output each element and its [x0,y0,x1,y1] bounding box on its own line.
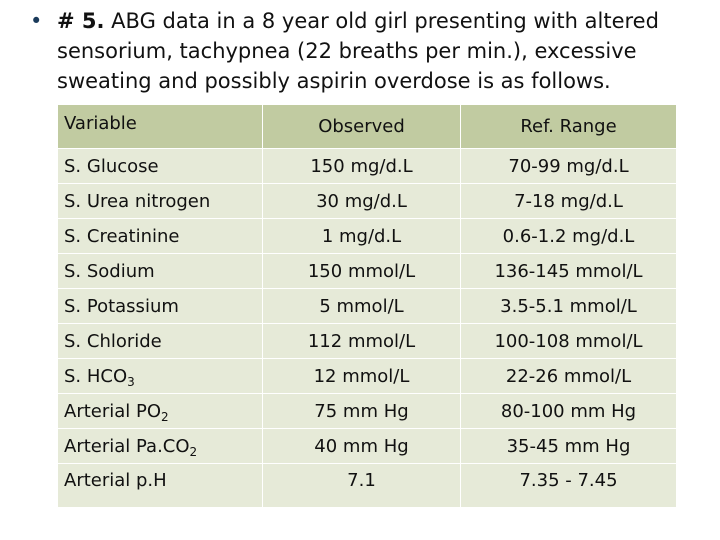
variable-subscript: 2 [189,444,198,459]
variable-name: Arterial PO [64,400,162,422]
variable-subscript: 3 [127,374,135,389]
variable-name: Arterial p.H [64,470,167,491]
table-row: Arterial PO2 75 mm Hg 80-100 mm Hg [57,393,677,429]
header-observed: Observed [262,104,461,149]
variable-cell: S. Potassium [57,288,263,324]
variable-name: S. Potassium [64,295,179,317]
variable-name: S. Chloride [64,330,162,352]
variable-cell: S. Urea nitrogen [57,183,263,219]
variable-cell: Arterial p.H [57,463,263,508]
observed-cell: 1 mg/d.L [262,218,461,254]
range-cell: 3.5-5.1 mmol/L [460,288,677,324]
table-row: Arterial Pa.CO2 40 mm Hg 35-45 mm Hg [57,428,677,464]
range-cell: 80-100 mm Hg [460,393,677,429]
table-row: S. Creatinine 1 mg/d.L 0.6-1.2 mg/d.L [57,218,677,254]
range-cell: 70-99 mg/d.L [460,148,677,184]
table-row: S. Urea nitrogen 30 mg/d.L 7-18 mg/d.L [57,183,677,219]
observed-cell: 75 mm Hg [262,393,461,429]
variable-name: Arterial Pa.CO [64,435,190,457]
question-text: ABG data in a 8 year old girl presenting… [57,9,659,93]
variable-name: S. Sodium [64,260,155,282]
abg-table: Variable Observed Ref. Range S. Glucose … [57,104,677,508]
table-header-row: Variable Observed Ref. Range [57,104,677,149]
intro-paragraph: • # 5. ABG data in a 8 year old girl pre… [30,6,690,96]
variable-name: S. Creatinine [64,225,180,247]
variable-cell: S. Chloride [57,323,263,359]
variable-cell: S. Glucose [57,148,263,184]
range-cell: 0.6-1.2 mg/d.L [460,218,677,254]
observed-cell: 150 mmol/L [262,253,461,289]
variable-cell: Arterial Pa.CO2 [57,428,263,464]
variable-name: S. Glucose [64,155,159,177]
variable-name: S. Urea nitrogen [64,190,211,212]
observed-cell: 7.1 [262,463,461,508]
range-cell: 7.35 - 7.45 [460,463,677,508]
table-row: S. Sodium 150 mmol/L 136-145 mmol/L [57,253,677,289]
intro-text: # 5. ABG data in a 8 year old girl prese… [57,6,690,96]
table-row: S. Glucose 150 mg/d.L 70-99 mg/d.L [57,148,677,184]
variable-cell: Arterial PO2 [57,393,263,429]
variable-cell: S. HCO3 [57,358,263,394]
question-number: # 5. [57,9,105,33]
range-cell: 7-18 mg/d.L [460,183,677,219]
range-cell: 35-45 mm Hg [460,428,677,464]
observed-cell: 112 mmol/L [262,323,461,359]
observed-cell: 30 mg/d.L [262,183,461,219]
header-variable: Variable [57,104,263,149]
variable-name: S. HCO [64,365,128,387]
header-ref-range: Ref. Range [460,104,677,149]
range-cell: 22-26 mmol/L [460,358,677,394]
variable-subscript: 2 [161,409,169,424]
observed-cell: 12 mmol/L [262,358,461,394]
variable-cell: S. Sodium [57,253,263,289]
observed-cell: 40 mm Hg [262,428,461,464]
table-row: S. Potassium 5 mmol/L 3.5-5.1 mmol/L [57,288,677,324]
range-cell: 100-108 mmol/L [460,323,677,359]
table-row: Arterial p.H 7.1 7.35 - 7.45 [57,463,677,508]
table-row: S. Chloride 112 mmol/L 100-108 mmol/L [57,323,677,359]
bullet-icon: • [30,9,43,33]
range-cell: 136-145 mmol/L [460,253,677,289]
observed-cell: 5 mmol/L [262,288,461,324]
table-row: S. HCO3 12 mmol/L 22-26 mmol/L [57,358,677,394]
observed-cell: 150 mg/d.L [262,148,461,184]
variable-cell: S. Creatinine [57,218,263,254]
